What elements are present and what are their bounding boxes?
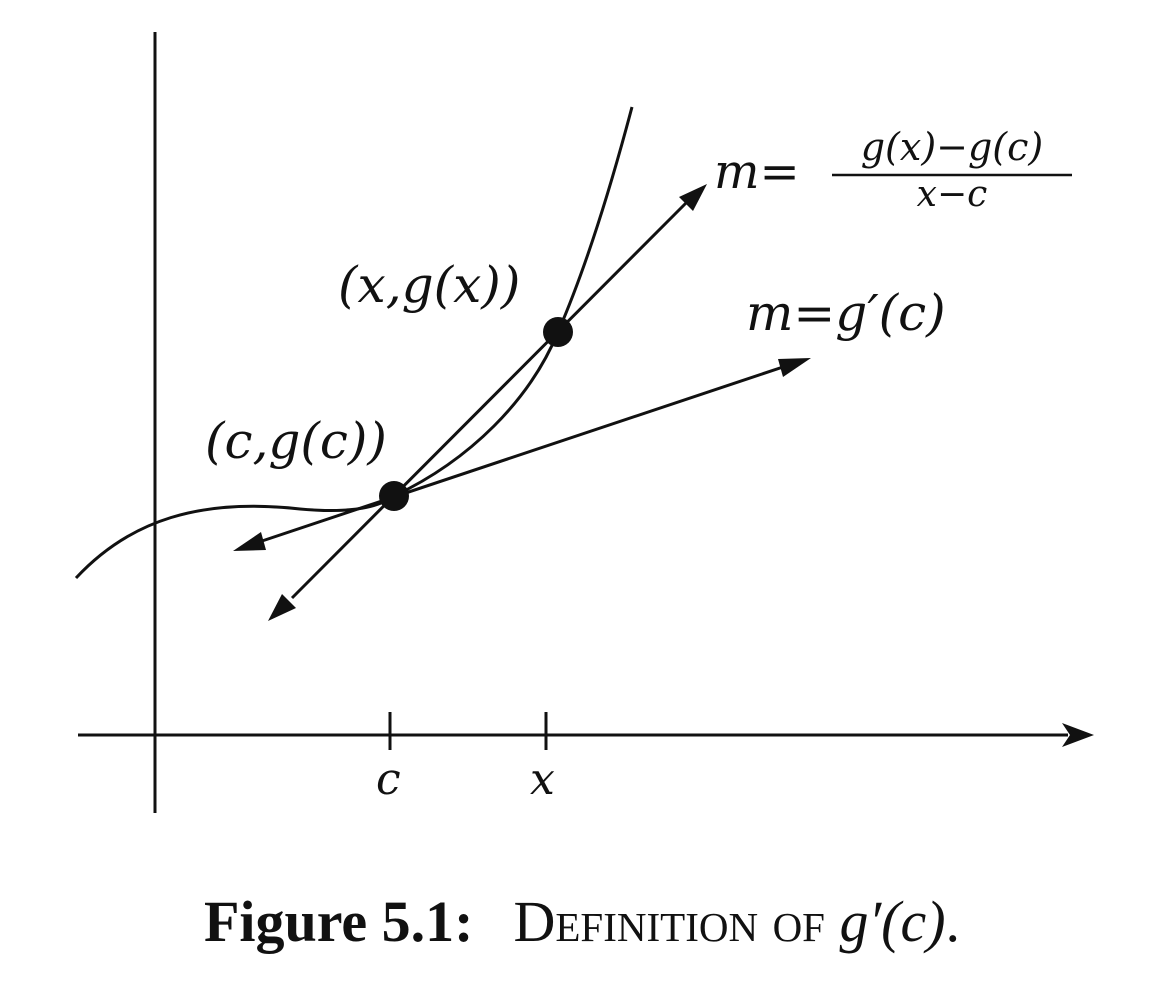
tangent-arrowhead-upper [778, 358, 811, 377]
caption-end: . [945, 889, 961, 954]
caption-math: g′(c) [839, 889, 946, 954]
tick-x-label: x [530, 754, 555, 805]
function-curve [74, 106, 634, 580]
secant-line [290, 199, 690, 600]
tick-c-label: c [376, 754, 401, 805]
tangent-arrowhead-lower [233, 532, 266, 551]
tangent-slope-label: m=g′(c) [746, 284, 946, 342]
point-x [543, 317, 573, 347]
secant-arrowhead-lower [268, 594, 296, 621]
derivative-definition-diagram: (c,g(c)) (x,g(x)) c x m= g(x)−g(c) x−c m… [74, 32, 1094, 813]
point-c [379, 481, 409, 511]
caption-label: Figure 5.1: [203, 889, 474, 954]
secant-arrowhead-upper [679, 184, 707, 211]
secant-slope-numerator: g(x)−g(c) [861, 125, 1044, 169]
x-axis-arrowhead [1062, 723, 1094, 747]
secant-slope-denominator: x−c [917, 174, 988, 215]
tangent-line [261, 364, 787, 543]
figure-caption: Figure 5.1: Definition of g′(c). [0, 888, 1164, 955]
caption-text: Definition of [513, 889, 840, 954]
point-x-label: (x,g(x)) [338, 256, 520, 314]
point-c-label: (c,g(c)) [205, 412, 387, 470]
secant-slope-lhs: m= [714, 144, 800, 200]
